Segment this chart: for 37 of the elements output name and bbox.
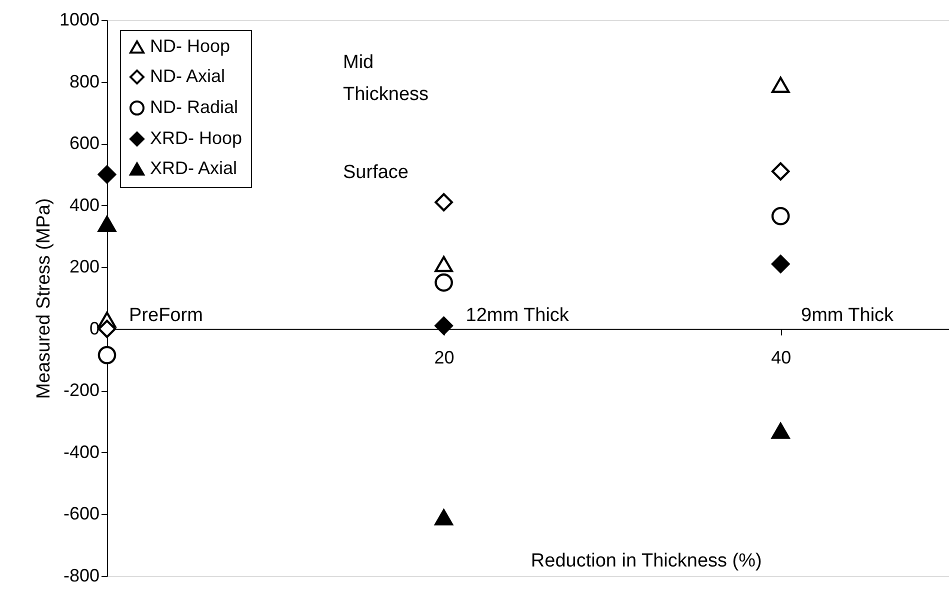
annotation: Mid Thickness bbox=[343, 52, 429, 105]
point bbox=[434, 273, 453, 292]
x-tick-label: 20 bbox=[434, 347, 454, 368]
y-tick-label: 400 bbox=[69, 194, 100, 215]
annotation: 12mm Thick bbox=[466, 304, 570, 326]
point bbox=[434, 316, 453, 335]
point bbox=[98, 346, 116, 364]
legend-label: ND- Radial bbox=[150, 97, 238, 117]
y-tick-label: -800 bbox=[63, 566, 100, 586]
legend-label: ND- Hoop bbox=[150, 36, 230, 56]
legend-label: ND- Axial bbox=[150, 66, 226, 86]
x-tick-label: 40 bbox=[771, 347, 792, 368]
annotation: PreForm bbox=[129, 304, 203, 326]
y-tick-label: 1000 bbox=[59, 10, 100, 30]
point bbox=[771, 207, 790, 226]
point bbox=[434, 193, 453, 212]
point bbox=[771, 162, 790, 181]
point bbox=[98, 216, 116, 232]
point bbox=[434, 509, 453, 526]
y-tick-label: 200 bbox=[69, 256, 100, 277]
y-tick-label: 800 bbox=[69, 71, 100, 92]
annotation: 9mm Thick bbox=[801, 304, 894, 326]
legend-label: XRD- Axial bbox=[150, 158, 238, 178]
y-tick-label: -400 bbox=[63, 442, 100, 462]
annotation: Surface bbox=[343, 162, 408, 183]
point bbox=[434, 256, 453, 272]
y-tick-label: -600 bbox=[63, 504, 100, 524]
x-axis-title: Reduction in Thickness (%) bbox=[530, 550, 762, 572]
point bbox=[771, 76, 790, 93]
point bbox=[771, 422, 790, 439]
legend-label: XRD- Hoop bbox=[150, 128, 242, 148]
point bbox=[771, 254, 790, 274]
point bbox=[98, 165, 116, 184]
y-axis-title: Measured Stress (MPa) bbox=[33, 198, 54, 399]
y-tick-label: -200 bbox=[63, 380, 100, 400]
point bbox=[98, 320, 116, 338]
y-tick-label: 600 bbox=[69, 133, 100, 154]
